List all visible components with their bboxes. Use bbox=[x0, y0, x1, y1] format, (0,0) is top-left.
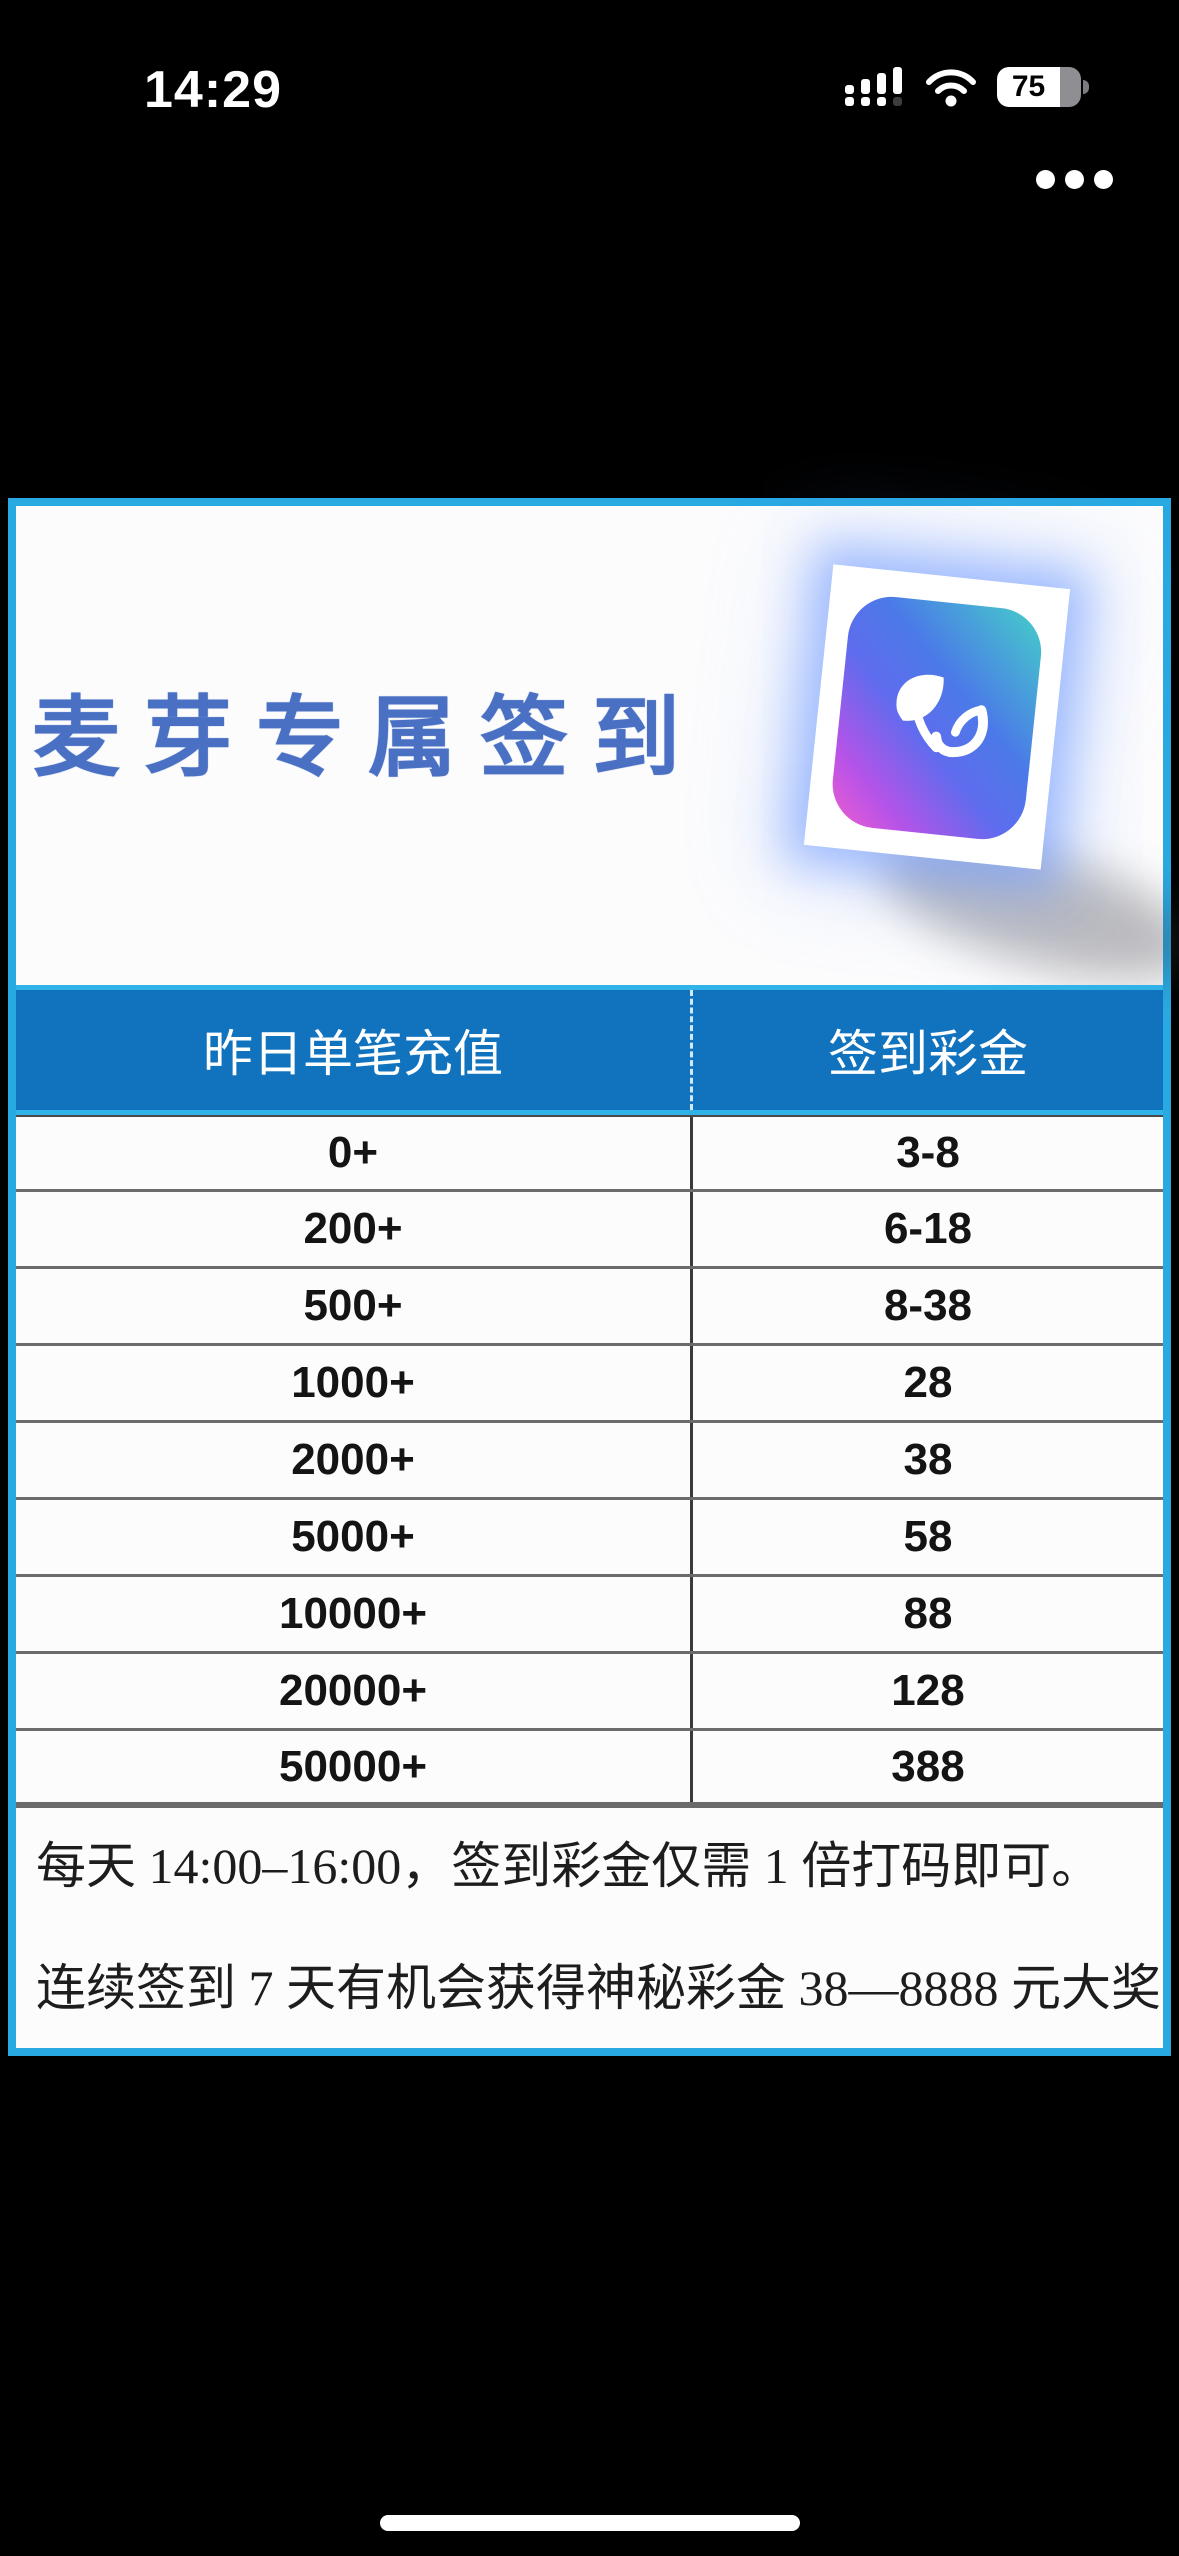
table-row: 50000+ 388 bbox=[16, 1731, 1163, 1808]
cell-recharge: 10000+ bbox=[16, 1577, 693, 1651]
cell-bonus: 6-18 bbox=[883, 1204, 973, 1253]
cell-bonus: 28 bbox=[903, 1358, 953, 1407]
cell-recharge: 50000+ bbox=[16, 1731, 693, 1802]
dot-icon bbox=[1036, 170, 1055, 189]
cell-recharge: 0+ bbox=[16, 1117, 693, 1189]
header-recharge: 昨日单笔充值 bbox=[16, 990, 693, 1110]
table-row: 1000+ 28 bbox=[16, 1346, 1163, 1423]
table-row: 20000+ 128 bbox=[16, 1654, 1163, 1731]
wifi-icon bbox=[923, 68, 979, 113]
table-row: 500+ 8-38 bbox=[16, 1269, 1163, 1346]
table-body: 0+ 3-8 200+ 6-18 500+ 8-38 1000+ 28 2000… bbox=[16, 1115, 1163, 1808]
status-bar-time: 14:29 bbox=[144, 61, 282, 119]
table-row: 10000+ 88 bbox=[16, 1577, 1163, 1654]
cell-recharge: 1000+ bbox=[16, 1346, 693, 1420]
table-row: 2000+ 38 bbox=[16, 1423, 1163, 1500]
table-row: 0+ 3-8 bbox=[16, 1115, 1163, 1192]
cell-bonus: 38 bbox=[903, 1435, 953, 1484]
battery-percent: 75 bbox=[1011, 70, 1046, 103]
dot-icon bbox=[1065, 170, 1084, 189]
table-header-row: 昨日单笔充值 签到彩金 bbox=[16, 985, 1163, 1115]
sprout-leaf-icon bbox=[896, 674, 988, 758]
cell-bonus: 128 bbox=[891, 1666, 965, 1715]
table-row: 200+ 6-18 bbox=[16, 1192, 1163, 1269]
cell-recharge: 5000+ bbox=[16, 1500, 693, 1574]
home-indicator[interactable] bbox=[380, 2515, 800, 2531]
cell-recharge: 500+ bbox=[16, 1269, 693, 1343]
cell-recharge: 2000+ bbox=[16, 1423, 693, 1497]
note-wagering: 每天 14:00–16:00，签到彩金仅需 1 倍打码即可。 bbox=[36, 1838, 1102, 1894]
cell-bonus: 8-38 bbox=[883, 1281, 973, 1330]
header-bonus: 签到彩金 bbox=[828, 1026, 1028, 1082]
table-row: 5000+ 58 bbox=[16, 1500, 1163, 1577]
note-streak-prize: 连续签到 7 天有机会获得神秘彩金 38—8888 元大奖 bbox=[36, 1960, 1161, 2016]
dot-icon bbox=[1094, 170, 1113, 189]
icon-tile bbox=[803, 564, 1071, 870]
signin-bonus-table: 昨日单笔充值 签到彩金 0+ 3-8 200+ 6-18 500+ 8-38 bbox=[16, 985, 1163, 1808]
cell-bonus: 58 bbox=[903, 1512, 953, 1561]
promo-title: 麦芽专属签到 bbox=[32, 688, 705, 787]
cell-bonus: 88 bbox=[903, 1589, 953, 1638]
cell-bonus: 3-8 bbox=[896, 1128, 960, 1177]
cell-bonus: 388 bbox=[891, 1741, 965, 1791]
cell-recharge: 20000+ bbox=[16, 1654, 693, 1728]
promo-card: 麦芽专属签到 昨日单笔充值 bbox=[8, 498, 1179, 2056]
battery-icon: 75 bbox=[997, 67, 1089, 107]
cellular-signal-icon bbox=[845, 67, 905, 106]
cell-recharge: 200+ bbox=[16, 1192, 693, 1266]
icon-gradient-tile bbox=[828, 592, 1046, 844]
more-options-button[interactable] bbox=[1036, 170, 1113, 189]
app-icon bbox=[803, 564, 1179, 1008]
